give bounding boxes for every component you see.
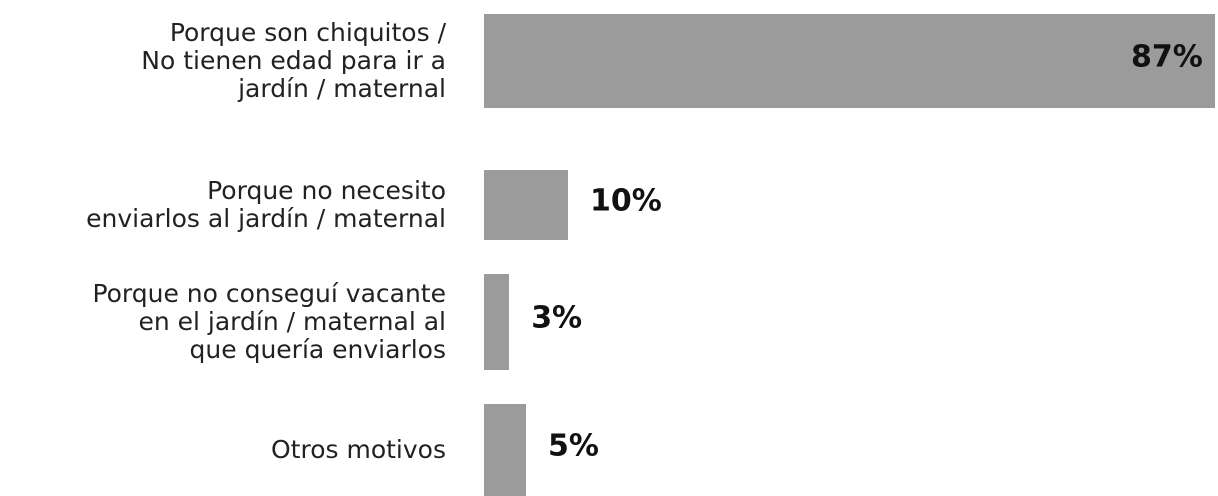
category-label: Porque son chiquitos / No tienen edad pa… <box>141 18 446 103</box>
value-label: 87% <box>1131 39 1203 75</box>
bar <box>484 274 510 370</box>
bar <box>484 404 526 496</box>
category-label: Porque no conseguí vacante en el jardín … <box>92 279 446 364</box>
value-label: 10% <box>590 183 662 219</box>
category-label: Otros motivos <box>271 435 446 464</box>
value-label: 3% <box>531 300 583 336</box>
value-label: 5% <box>548 428 599 464</box>
bar <box>484 170 568 240</box>
bar <box>484 14 1215 108</box>
category-label: Porque no necesito enviarlos al jardín /… <box>86 176 446 233</box>
